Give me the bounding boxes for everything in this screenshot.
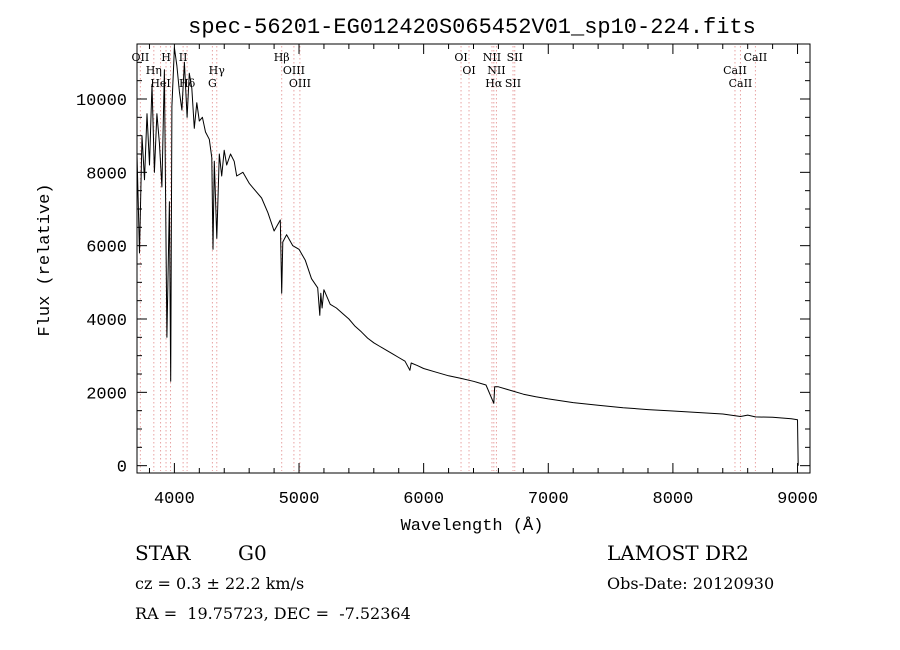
spectral-line-markers xyxy=(139,46,756,471)
y-tick-label: 2000 xyxy=(86,385,127,404)
observation-date: Obs-Date: 20120930 xyxy=(607,574,775,593)
x-axis-label: Wavelength (Å) xyxy=(401,517,544,536)
spectrum-line xyxy=(136,47,799,466)
chart-title: spec-56201-EG012420S065452V01_sp10-224.f… xyxy=(188,15,756,40)
spectral-line-labels: OIIHηHeIHHδIIHγGHβOIIIOIIIOIOIHαNIINIISI… xyxy=(132,51,768,90)
x-tick-label: 9000 xyxy=(777,490,818,509)
x-tick-label: 4000 xyxy=(154,490,195,509)
spectral-subclass: G0 xyxy=(238,541,267,565)
x-tick-label: 6000 xyxy=(403,490,444,509)
line-label: Hδ xyxy=(179,77,196,90)
x-tick-label: 5000 xyxy=(279,490,320,509)
line-label: HeI xyxy=(150,77,170,90)
plot-frame xyxy=(136,43,811,474)
x-axis: 4000 5000 6000 7000 8000 9000 xyxy=(148,44,818,509)
line-label: Hβ xyxy=(274,51,290,64)
line-label: Hα xyxy=(485,77,503,90)
line-label: Hγ xyxy=(209,64,226,77)
line-label: OIII xyxy=(283,64,305,77)
line-label: NII xyxy=(483,51,501,64)
line-label: II xyxy=(179,51,188,64)
redshift-value: cz = 0.3 ± 22.2 km/s xyxy=(135,574,305,593)
survey-label: LAMOST DR2 xyxy=(607,541,749,565)
line-label: G xyxy=(208,77,217,90)
line-label: CaII xyxy=(723,64,747,77)
line-label: H xyxy=(161,51,171,64)
y-axis: 0 2000 4000 6000 8000 10000 xyxy=(76,61,810,478)
line-label: CaII xyxy=(744,51,768,64)
line-label: CaII xyxy=(729,77,753,90)
x-tick-label: 7000 xyxy=(528,490,569,509)
y-tick-label: 10000 xyxy=(76,92,127,111)
line-label: NII xyxy=(487,64,505,77)
line-label: OII xyxy=(132,51,150,64)
x-tick-label: 8000 xyxy=(653,490,694,509)
y-tick-label: 6000 xyxy=(86,239,127,258)
line-label: SII xyxy=(505,77,521,90)
object-class: STAR xyxy=(135,541,191,565)
line-label: OI xyxy=(462,64,475,77)
line-label: SII xyxy=(507,51,523,64)
spectrum-series xyxy=(136,47,799,466)
y-tick-label: 8000 xyxy=(86,165,127,184)
line-label: Hη xyxy=(146,64,162,77)
line-label: OI xyxy=(454,51,467,64)
y-tick-label: 4000 xyxy=(86,312,127,331)
line-label: OIII xyxy=(289,77,311,90)
sky-coordinates: RA = 19.75723, DEC = -7.52364 xyxy=(135,604,411,623)
y-axis-label: Flux (relative) xyxy=(36,183,55,336)
y-tick-label: 0 xyxy=(117,459,127,478)
